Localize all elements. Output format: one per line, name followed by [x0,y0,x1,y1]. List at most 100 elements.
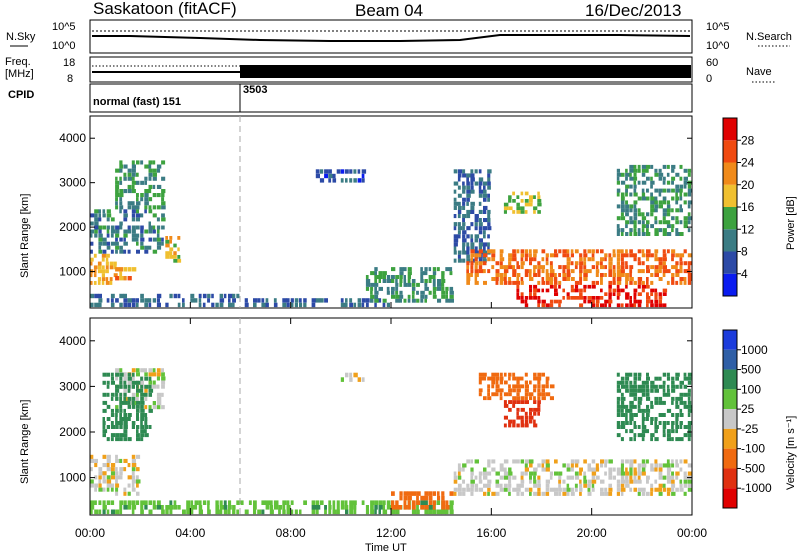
velocity-cells-cell-5 [574,459,580,464]
velocity-cells-cell-0 [106,487,110,492]
power-cells-cell-2 [127,201,132,206]
velocity-cells-cell-3 [156,500,161,505]
velocity-cells-cell-4 [407,500,411,505]
power-cells-cell-11 [529,292,532,296]
velocity-cells-cell-8 [641,380,647,385]
power-cells-cell-13 [629,232,633,236]
power-cells-cell-11 [524,299,528,304]
power-cells-cell-10 [625,249,628,254]
power-cells-cell-6 [244,298,248,303]
power-cells-cell-6 [299,302,303,308]
power-cells-cell-9 [487,218,491,223]
power-cells-cell-9 [483,226,487,231]
power-cells-cell-13 [687,220,691,225]
power-cells-cell-6 [257,298,261,303]
power-cells-cell-13 [654,196,658,201]
velocity-cells-cell-0 [127,475,133,480]
power-cells-cell-8 [370,294,375,299]
velocity-cells-cell-7 [537,392,542,397]
power-cells-cell-10 [516,273,521,277]
velocity-cells-cell-5 [524,459,530,464]
power-cells-cell-8 [391,279,395,283]
velocity-cells-cell-2 [102,421,106,425]
velocity-cells-cell-0 [110,483,115,488]
velocity-cells-cell-2 [144,417,148,421]
velocity-cells-cell-5 [633,479,638,484]
power-cells-cell-1 [131,225,136,230]
velocity-cells-cell-2 [106,392,110,397]
noise-right-tick-top: 10^5 [706,21,730,33]
velocity-cells-cell-2 [123,433,128,438]
power-cells-cell-8 [365,275,369,279]
freq-dense-block [240,65,691,78]
power-cells-cell-2 [140,160,144,165]
velocity-cells-cell-2 [123,408,126,413]
velocity-cells-cell-8 [687,392,691,397]
power-cells-cell-5 [119,293,124,299]
velocity-cells-cell-2 [119,433,124,438]
colorbar-segment [723,140,737,163]
power-cells-cell-11 [658,292,662,296]
power-cells-cell-10 [583,277,588,281]
power-cells-cell-6 [261,298,265,303]
velocity-cells-cell-2 [123,384,127,389]
power-cells-cell-10 [508,253,513,258]
power-cells-cell-8 [441,282,445,287]
power-cells-cell-9 [462,197,466,202]
power-cells-cell-11 [608,284,612,289]
velocity-cells-cell-8 [620,384,626,389]
velocity-cells-cell-3 [278,509,281,515]
power-cells-cell-10 [646,280,649,285]
power-cells-cell-11 [574,296,580,300]
velocity-cells-cell-3 [349,500,354,505]
velocity-cells-cell-8 [687,421,693,425]
velocity-cells-cell-3 [428,505,433,510]
velocity-cells-cell-5 [666,475,672,480]
power-cells-cell-10 [671,257,674,262]
power-cells-cell-10 [604,265,607,270]
velocity-cells-cell-7 [512,396,517,401]
velocity-cells-cell-5 [491,459,496,464]
velocity-cells-cell-5 [608,491,613,496]
power-cells-cell-8 [391,290,395,295]
power-cells-cell-4 [165,251,170,255]
velocity-cells-cell-5 [508,487,511,492]
velocity-cells-cell-8 [620,413,626,417]
velocity-cells-cell-0 [102,487,106,492]
power-cells-cell-8 [391,267,396,272]
power-cells-cell-13 [641,220,645,225]
velocity-cells-cell-5 [541,459,546,464]
power-cells-cell-2 [148,197,153,202]
velocity-cells-cell-7 [512,384,517,389]
power-cells-cell-2 [156,164,162,169]
noise-sky-line [92,34,691,42]
velocity-cells-cell-7 [478,392,482,397]
velocity-cells-cell-2 [115,437,120,442]
power-cells-cell-1 [123,229,128,234]
power-cells-cell-9 [453,222,458,227]
velocity-cells-cell-3 [336,505,340,510]
power-cells-cell-1 [119,225,123,230]
power-cells-cell-10 [574,265,578,270]
power-cells-cell-9 [453,238,459,243]
power-cells-cell-2 [148,168,153,173]
velocity-cells-cell-5 [654,463,659,468]
velocity-cells-cell-5 [671,463,675,468]
power-cells-cell-1 [144,245,149,250]
power-cells-cell-3 [115,267,120,272]
power-cells-cell-9 [453,169,458,174]
power-cells-cell-9 [470,209,475,214]
velocity-cells-cell-7 [487,376,492,381]
velocity-cells-cell-8 [629,408,633,413]
power-cells-cell-8 [403,275,406,279]
power-cells-cell-1 [148,237,152,242]
velocity-cells-cell-3 [269,500,273,505]
power-cells-cell-13 [620,228,625,233]
power-cells-cell-1 [106,209,111,214]
power-cells-cell-12 [533,195,536,199]
power-cells-cell-10 [608,269,613,274]
velocity-cells-cell-5 [679,483,683,488]
velocity-cells-cell-8 [633,413,638,417]
velocity-cells-cell-5 [650,487,654,492]
power-cells-cell-4 [169,239,172,244]
